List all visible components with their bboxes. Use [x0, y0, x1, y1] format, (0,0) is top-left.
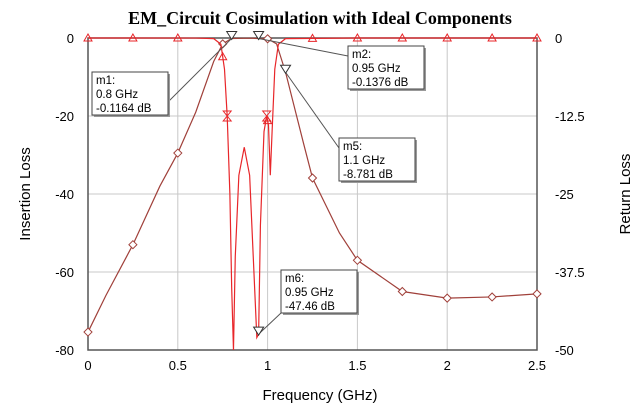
- marker-box: [347, 45, 425, 90]
- marker-name: m6:: [285, 273, 304, 285]
- marker-freq: 0.95 GHz: [352, 63, 401, 75]
- y2-tick-label: -37.5: [555, 265, 585, 280]
- diamond-marker: [442, 293, 452, 303]
- diamond-marker: [397, 286, 408, 297]
- marker-freq: 0.8 GHz: [96, 89, 138, 101]
- x-tick-label: 1: [264, 358, 271, 373]
- series-line: [87, 37, 537, 351]
- hourglass-marker: [261, 110, 272, 122]
- x-axis-label: Frequency (GHz): [262, 387, 377, 404]
- triangle-marker: [83, 32, 93, 42]
- series: [83, 32, 542, 351]
- diamond-marker: [487, 292, 497, 302]
- marker-box: [91, 71, 169, 116]
- triangle-marker: [487, 32, 497, 42]
- diamond-marker: [262, 34, 273, 44]
- y2-axis-label: Return Loss: [617, 154, 634, 235]
- marker-box: [280, 269, 358, 314]
- x-tick-label: 2: [444, 358, 451, 373]
- marker-name: m1:: [96, 75, 115, 87]
- hourglass-marker: [222, 110, 233, 122]
- triangle-marker: [397, 32, 408, 42]
- marker-name: m2:: [352, 49, 371, 61]
- x-tick-label: 2.5: [528, 358, 546, 373]
- triangle-marker: [128, 33, 138, 42]
- y-tick-label: -80: [55, 343, 74, 358]
- diamond-marker: [532, 289, 542, 299]
- diamond-marker: [83, 327, 93, 337]
- triangle-marker: [307, 33, 318, 42]
- x-tick-label: 0: [84, 358, 91, 373]
- marker-leader-line: [258, 312, 282, 335]
- marker-val: -47.46 dB: [285, 301, 335, 313]
- markers: m1: 0.8 GHz -0.1164 dB m2: 0.95 GHz -0.1376 d…: [91, 30, 426, 337]
- marker-leader-line: [167, 38, 233, 103]
- y-axis-label: Insertion Loss: [17, 147, 34, 240]
- triangle-marker: [217, 51, 228, 61]
- x-tick-label: 0.5: [169, 358, 187, 373]
- marker-triangle: [279, 64, 292, 75]
- y-tick-label: -40: [55, 187, 74, 202]
- marker-freq: 0.95 GHz: [285, 287, 334, 299]
- chart-title: EM_Circuit Cosimulation with Ideal Compo…: [128, 8, 512, 28]
- marker-name: m5:: [343, 141, 362, 153]
- y-tick-label: -60: [55, 265, 74, 280]
- y-tick-label: -20: [55, 109, 74, 124]
- marker-val: -0.1164 dB: [96, 103, 152, 115]
- y-tick-label: 0: [67, 31, 74, 46]
- tick-labels: 0 0.5 1 1.5 2 2.5 0 -20 -40 -60 -80 0 -12.5 -25 -37.5 -…: [55, 31, 584, 373]
- y2-tick-label: -12.5: [555, 109, 585, 124]
- diamond-marker: [352, 255, 363, 266]
- marker-freq: 1.1 GHz: [343, 155, 385, 167]
- marker-triangle: [252, 31, 265, 41]
- diamond-marker: [307, 173, 318, 183]
- y2-tick-label: -50: [555, 343, 574, 358]
- triangle-marker: [172, 33, 183, 42]
- marker-triangle: [225, 30, 238, 41]
- marker-leader-line: [258, 38, 349, 57]
- marker-val: -0.1376 dB: [352, 77, 409, 89]
- x-tick-label: 1.5: [348, 358, 366, 373]
- marker-leader-line: [285, 71, 340, 149]
- y2-tick-label: -25: [555, 187, 574, 202]
- triangle-marker: [352, 32, 363, 42]
- marker-box: [338, 137, 416, 182]
- marker-val: -8.781 dB: [343, 169, 393, 181]
- triangle-marker: [442, 32, 453, 42]
- marker-triangle: [252, 326, 265, 337]
- y2-tick-label: 0: [555, 31, 562, 46]
- diamond-marker: [173, 148, 183, 158]
- triangle-marker: [532, 32, 542, 42]
- diamond-marker: [128, 239, 138, 250]
